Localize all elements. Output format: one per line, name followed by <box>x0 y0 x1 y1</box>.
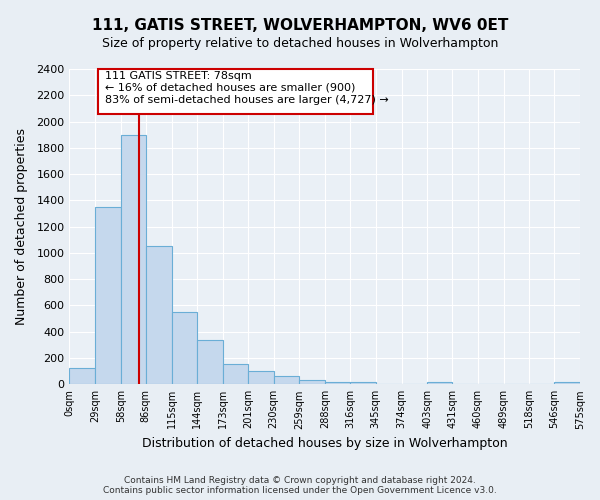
Bar <box>70 368 95 384</box>
Bar <box>223 364 248 384</box>
Text: 111 GATIS STREET: 78sqm: 111 GATIS STREET: 78sqm <box>105 71 252 81</box>
Bar <box>98 69 373 114</box>
Text: 83% of semi-detached houses are larger (4,727) →: 83% of semi-detached houses are larger (… <box>105 96 389 106</box>
Bar <box>121 134 146 384</box>
Bar <box>95 207 121 384</box>
Bar <box>172 312 197 384</box>
Bar <box>248 370 274 384</box>
Bar <box>299 380 325 384</box>
Text: ← 16% of detached houses are smaller (900): ← 16% of detached houses are smaller (90… <box>105 83 355 93</box>
Text: Contains public sector information licensed under the Open Government Licence v3: Contains public sector information licen… <box>103 486 497 495</box>
Bar <box>274 376 299 384</box>
Bar <box>427 382 452 384</box>
Bar <box>554 382 580 384</box>
Text: Size of property relative to detached houses in Wolverhampton: Size of property relative to detached ho… <box>102 38 498 51</box>
Bar <box>325 382 350 384</box>
X-axis label: Distribution of detached houses by size in Wolverhampton: Distribution of detached houses by size … <box>142 437 508 450</box>
Y-axis label: Number of detached properties: Number of detached properties <box>15 128 28 325</box>
Bar <box>146 246 172 384</box>
Bar <box>350 382 376 384</box>
Bar <box>197 340 223 384</box>
Text: Contains HM Land Registry data © Crown copyright and database right 2024.: Contains HM Land Registry data © Crown c… <box>124 476 476 485</box>
Text: 111, GATIS STREET, WOLVERHAMPTON, WV6 0ET: 111, GATIS STREET, WOLVERHAMPTON, WV6 0E… <box>92 18 508 32</box>
